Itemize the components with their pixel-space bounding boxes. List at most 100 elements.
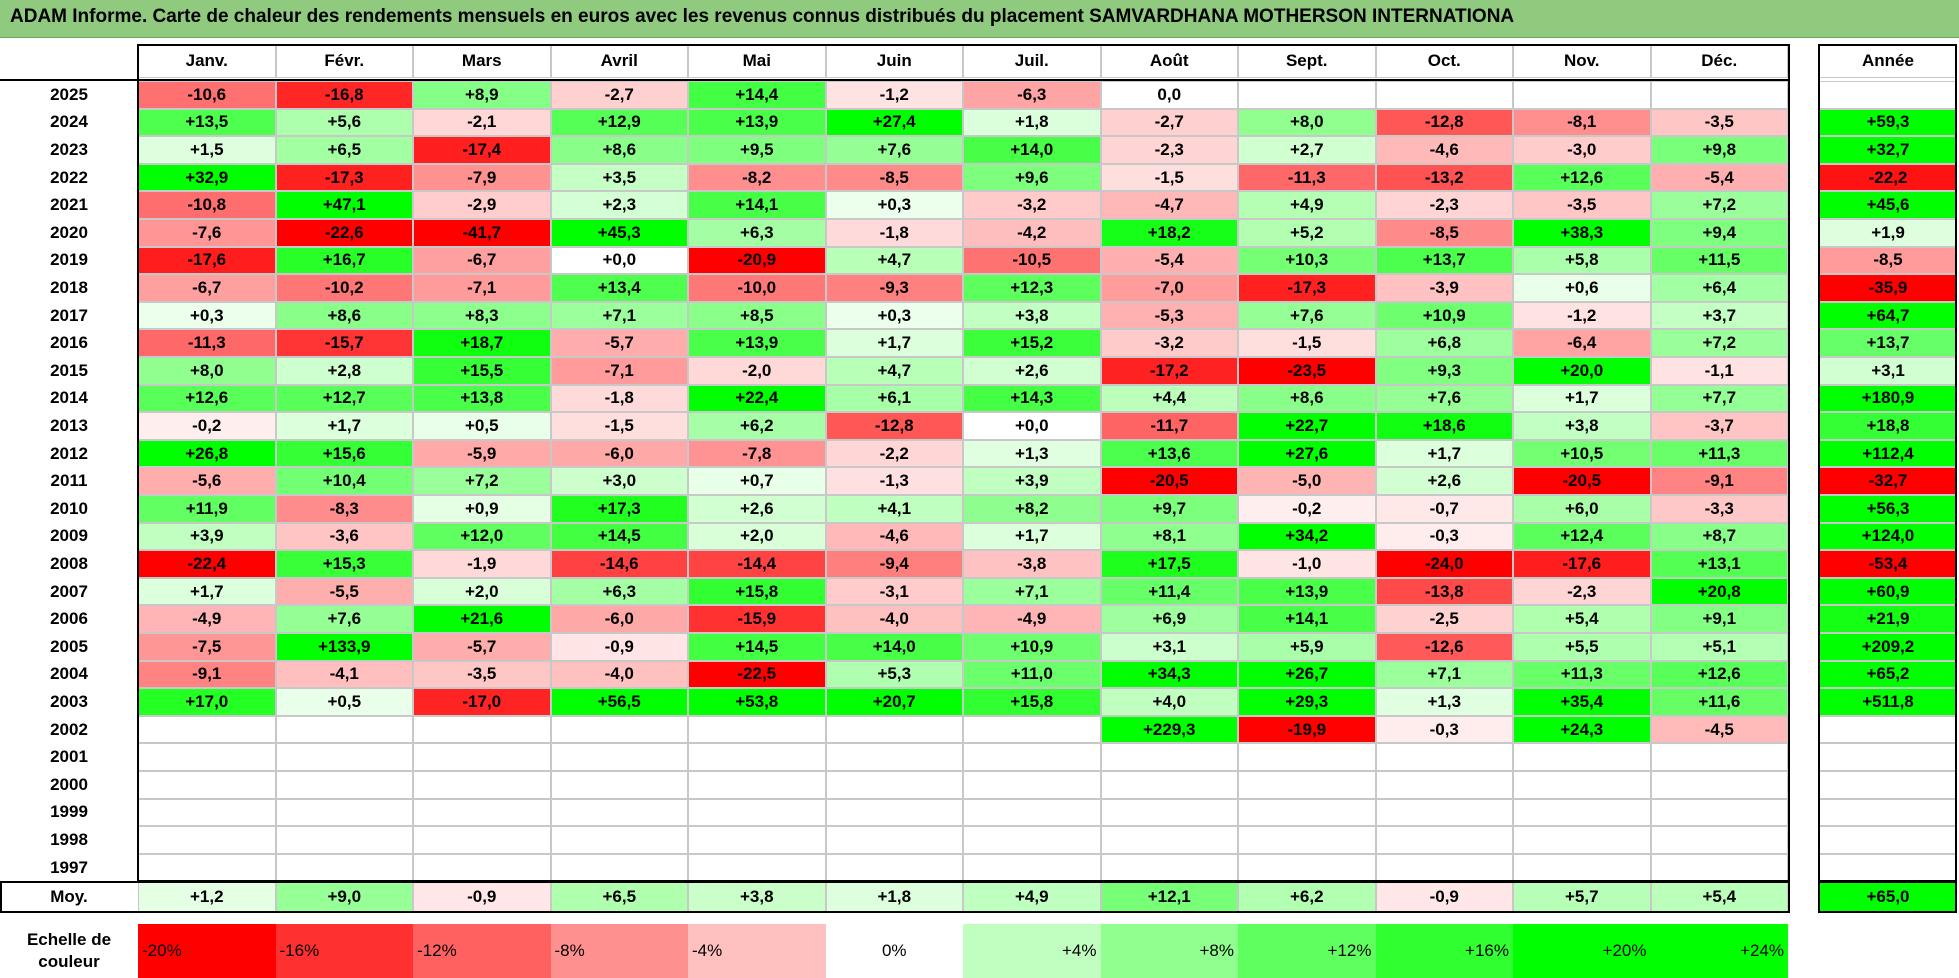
year-label: 2005 xyxy=(0,633,138,661)
heatmap-cell: -3,5 xyxy=(413,660,551,689)
heatmap-cell: +20,8 xyxy=(1650,577,1788,606)
heatmap-cell: +3,9 xyxy=(963,467,1101,495)
year-label: 2007 xyxy=(0,577,138,606)
heatmap-cell: +8,7 xyxy=(1650,522,1788,551)
heatmap-cell: +5,2 xyxy=(1238,219,1376,247)
heatmap-cell xyxy=(1238,771,1376,799)
heatmap-cell: +12,6 xyxy=(138,384,276,413)
month-header: Août xyxy=(1100,44,1238,78)
heatmap-cell: +1,8 xyxy=(963,108,1101,137)
year-label: 2014 xyxy=(0,384,138,413)
heatmap-cell: +15,5 xyxy=(413,357,551,385)
heatmap-cell xyxy=(963,798,1101,827)
heatmap-cell: +8,6 xyxy=(275,301,413,330)
average-cell: +9,0 xyxy=(275,882,413,912)
heatmap-cell: +0,9 xyxy=(413,495,551,523)
heatmap-cell: -1,8 xyxy=(550,384,688,413)
heatmap-cell: -1,2 xyxy=(825,81,963,109)
heatmap-cell xyxy=(825,853,963,882)
heatmap-cell: -3,8 xyxy=(963,550,1101,578)
heatmap-cell: -0,7 xyxy=(1375,495,1513,523)
heatmap-cell: -1,5 xyxy=(1100,163,1238,192)
heatmap-cell xyxy=(963,771,1101,799)
heatmap-cell: -1,5 xyxy=(1238,329,1376,357)
heatmap-cell: +9,7 xyxy=(1100,495,1238,523)
scale-swatch: +4% xyxy=(963,924,1101,978)
heatmap-cell: -7,9 xyxy=(413,163,551,192)
heatmap-cell: +13,6 xyxy=(1100,439,1238,468)
heatmap-cell xyxy=(138,715,276,744)
heatmap-cell xyxy=(825,715,963,744)
heatmap-cell xyxy=(1238,826,1376,854)
heatmap-cell: +0,0 xyxy=(550,246,688,275)
heatmap-cell xyxy=(1650,798,1788,827)
annual-cell xyxy=(1819,743,1957,771)
heatmap-cell: -0,2 xyxy=(1238,495,1376,523)
heatmap-cell: -9,1 xyxy=(1650,467,1788,495)
heatmap-cell: -16,8 xyxy=(275,81,413,109)
heatmap-cell xyxy=(688,743,826,771)
heatmap-cell: +10,3 xyxy=(1238,246,1376,275)
heatmap-cell: -12,6 xyxy=(1375,633,1513,661)
heatmap-cell: -6,0 xyxy=(550,439,688,468)
heatmap-cell: +13,8 xyxy=(413,384,551,413)
heatmap-cell: +3,5 xyxy=(550,163,688,192)
year-label: 2000 xyxy=(0,771,138,799)
heatmap-cell: +1,7 xyxy=(1513,384,1651,413)
heatmap-cell: -4,6 xyxy=(825,522,963,551)
heatmap-cell: -1,2 xyxy=(1513,301,1651,330)
heatmap-cell xyxy=(275,715,413,744)
heatmap-cell: +6,4 xyxy=(1650,274,1788,302)
heatmap-cell xyxy=(1238,853,1376,882)
heatmap-cell xyxy=(275,743,413,771)
heatmap-cell xyxy=(1100,853,1238,882)
heatmap-cell xyxy=(963,826,1101,854)
year-label: 2025 xyxy=(0,81,138,109)
heatmap-cell xyxy=(688,853,826,882)
year-label: 1998 xyxy=(0,826,138,854)
year-label: 2008 xyxy=(0,550,138,578)
heatmap-cell xyxy=(963,743,1101,771)
month-header: Mai xyxy=(688,44,826,78)
heatmap-cell: +8,0 xyxy=(1238,108,1376,137)
heatmap-cell: +20,0 xyxy=(1513,357,1651,385)
scale-swatch: -4% xyxy=(688,924,826,978)
heatmap-cell: -14,4 xyxy=(688,550,826,578)
heatmap-cell: -8,1 xyxy=(1513,108,1651,137)
annual-cell: +18,8 xyxy=(1819,412,1957,440)
heatmap-cell: -5,4 xyxy=(1650,163,1788,192)
heatmap-cell: -3,2 xyxy=(963,191,1101,219)
heatmap-cell: -5,9 xyxy=(413,439,551,468)
heatmap-cell: -7,5 xyxy=(138,633,276,661)
heatmap-cell: +1,7 xyxy=(275,412,413,440)
heatmap-cell: -4,1 xyxy=(275,660,413,689)
heatmap-cell: +8,9 xyxy=(413,81,551,109)
heatmap-cell: +17,5 xyxy=(1100,550,1238,578)
year-label: 2001 xyxy=(0,743,138,771)
heatmap-cell: -1,1 xyxy=(1650,357,1788,385)
annual-cell xyxy=(1819,798,1957,827)
heatmap-cell: +5,4 xyxy=(1513,605,1651,633)
annual-cell: -32,7 xyxy=(1819,467,1957,495)
month-header: Juil. xyxy=(963,44,1101,78)
heatmap-cell: +12,7 xyxy=(275,384,413,413)
heatmap-cell: +2,0 xyxy=(413,577,551,606)
heatmap-cell: +7,1 xyxy=(550,301,688,330)
heatmap-cell xyxy=(1650,81,1788,109)
heatmap-cell: +27,4 xyxy=(825,108,963,137)
annual-cell xyxy=(1819,853,1957,882)
heatmap-cell: +8,0 xyxy=(138,357,276,385)
heatmap-cell: -6,0 xyxy=(550,605,688,633)
year-label: 2024 xyxy=(0,108,138,137)
scale-swatch: -8% xyxy=(550,924,688,978)
heatmap-cell: +10,9 xyxy=(963,633,1101,661)
average-cell: +1,8 xyxy=(825,882,963,912)
heatmap-cell: +15,8 xyxy=(688,577,826,606)
heatmap-cell: +8,1 xyxy=(1100,522,1238,551)
average-cell: +1,2 xyxy=(138,882,276,912)
heatmap-cell: -3,5 xyxy=(1650,108,1788,137)
heatmap-cell xyxy=(1513,771,1651,799)
heatmap-cell: -11,7 xyxy=(1100,412,1238,440)
heatmap-cell: +11,3 xyxy=(1650,439,1788,468)
year-label: 2021 xyxy=(0,191,138,219)
